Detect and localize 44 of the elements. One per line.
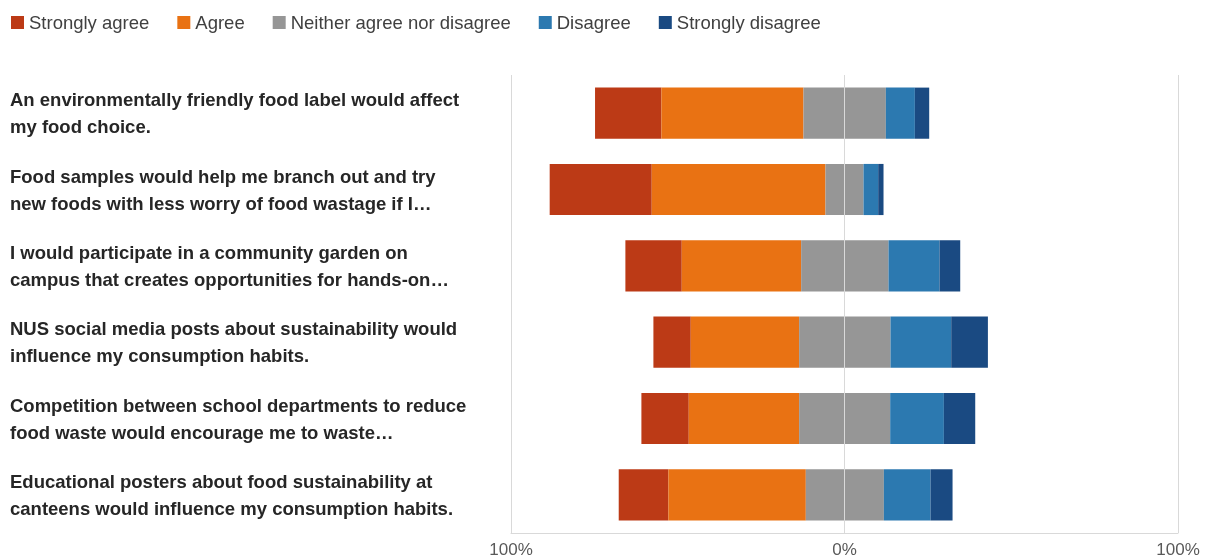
bar <box>668 469 806 521</box>
bar <box>595 87 662 139</box>
y-tick-label: NUS social media posts about sustainability would influence my consumption habits. <box>10 318 463 367</box>
bar <box>825 163 864 216</box>
bar <box>888 240 940 292</box>
bar <box>681 240 802 292</box>
y-tick-label: Educational posters about food sustainability at canteens would influence my consumption habits. <box>10 470 454 519</box>
bar <box>653 316 691 368</box>
bar <box>890 392 944 445</box>
bar <box>799 316 891 368</box>
bar <box>799 392 891 445</box>
legend-label: Disagree <box>556 12 631 33</box>
legend-label: Strongly agree <box>29 12 150 33</box>
bar <box>651 163 826 216</box>
bar <box>885 87 915 139</box>
bar <box>939 240 961 292</box>
y-tick-label: Food samples would help me branch out and try new foods with less worry of food wastage if I… <box>10 165 441 214</box>
bar <box>930 469 953 521</box>
x-tick-label: 0% <box>832 540 857 558</box>
bar <box>883 469 931 521</box>
bar <box>914 87 930 139</box>
x-tick-label: 100% <box>1156 540 1200 558</box>
y-tick-label: I would participate in a community garden on campus that creates opportunities for hands-on… <box>10 241 449 290</box>
y-tick-label: Competition between school departments to reduce food waste would encourage me to waste… <box>10 394 472 443</box>
bar <box>863 163 879 216</box>
bar <box>549 163 652 216</box>
bar <box>625 240 682 292</box>
bar <box>805 469 884 521</box>
bar <box>641 392 689 445</box>
bar <box>803 87 886 139</box>
bar <box>690 316 800 368</box>
x-tick-label: 100% <box>489 540 533 558</box>
bar <box>943 392 976 445</box>
legend-label: Strongly disagree <box>676 12 821 33</box>
bar <box>688 392 800 445</box>
bar <box>951 316 988 368</box>
bar <box>618 469 669 521</box>
legend-label: Neither agree nor disagree <box>290 12 511 33</box>
bar <box>801 240 889 292</box>
bar <box>890 316 952 368</box>
legend-label: Agree <box>195 12 245 33</box>
y-tick-label: An environmentally friendly food label would affect my food choice. <box>10 89 465 138</box>
bar <box>878 163 884 216</box>
bar <box>661 87 804 139</box>
